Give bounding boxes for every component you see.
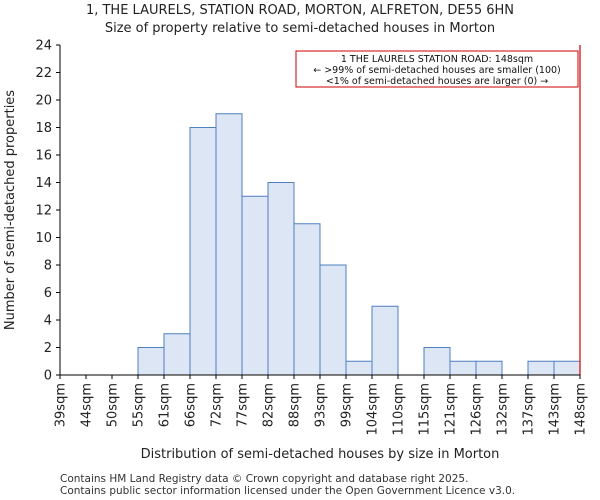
y-tick-label-14: 14 bbox=[35, 176, 52, 191]
y-tick-label-8: 8 bbox=[44, 259, 52, 274]
x-tick-label-66sqm: 66sqm bbox=[184, 383, 199, 427]
annotation-line1: 1 THE LAURELS STATION ROAD: 148sqm bbox=[341, 54, 533, 65]
chart-title: 1, THE LAURELS, STATION ROAD, MORTON, AL… bbox=[85, 3, 515, 18]
y-tick-label-24: 24 bbox=[35, 39, 52, 54]
footer-licence: Contains public sector information licen… bbox=[60, 485, 516, 497]
x-tick-label-132sqm: 132sqm bbox=[496, 383, 511, 436]
annotation-line3: <1% of semi-detached houses are larger (… bbox=[326, 76, 548, 87]
bar-88sqm bbox=[293, 223, 321, 376]
y-tick-label-18: 18 bbox=[35, 121, 52, 136]
bar-126sqm bbox=[475, 360, 503, 376]
x-tick-label-55sqm: 55sqm bbox=[132, 383, 147, 427]
y-tick-label-6: 6 bbox=[44, 286, 52, 301]
y-tick-label-22: 22 bbox=[35, 66, 52, 81]
x-tick-label-50sqm: 50sqm bbox=[106, 383, 121, 427]
x-axis-title: Distribution of semi-detached houses by … bbox=[141, 447, 500, 462]
y-tick-label-12: 12 bbox=[35, 204, 52, 219]
x-tick-label-82sqm: 82sqm bbox=[262, 383, 277, 427]
annotation-line2: ← >99% of semi-detached houses are small… bbox=[313, 65, 561, 76]
bar-104sqm bbox=[371, 305, 399, 376]
x-tick-label-77sqm: 77sqm bbox=[236, 383, 251, 427]
x-tick-label-143sqm: 143sqm bbox=[548, 383, 563, 436]
bar-72sqm bbox=[215, 113, 243, 376]
annotation-box bbox=[295, 50, 579, 88]
x-tick-label-137sqm: 137sqm bbox=[522, 383, 537, 436]
y-tick-label-16: 16 bbox=[35, 149, 52, 164]
y-tick-label-2: 2 bbox=[44, 341, 52, 356]
y-tick-label-4: 4 bbox=[44, 314, 52, 329]
x-tick-label-110sqm: 110sqm bbox=[392, 383, 407, 436]
y-axis-title: Number of semi-detached properties bbox=[3, 90, 18, 330]
x-tick-label-72sqm: 72sqm bbox=[210, 383, 225, 427]
bar-55sqm bbox=[137, 347, 165, 376]
x-tick-label-104sqm: 104sqm bbox=[366, 383, 381, 436]
y-tick-label-10: 10 bbox=[35, 231, 52, 246]
bar-137sqm bbox=[527, 360, 555, 376]
bar-99sqm bbox=[345, 360, 373, 376]
bar-115sqm bbox=[423, 347, 451, 376]
x-tick-label-44sqm: 44sqm bbox=[80, 383, 95, 427]
bar-61sqm bbox=[163, 333, 191, 376]
x-tick-label-115sqm: 115sqm bbox=[418, 383, 433, 436]
bar-143sqm bbox=[553, 360, 581, 376]
x-tick-label-61sqm: 61sqm bbox=[158, 383, 173, 427]
x-tick-label-99sqm: 99sqm bbox=[340, 383, 355, 427]
bar-121sqm bbox=[449, 360, 477, 376]
bar-93sqm bbox=[319, 264, 347, 376]
chart-subtitle: Size of property relative to semi-detach… bbox=[104, 21, 496, 36]
x-tick-label-88sqm: 88sqm bbox=[288, 383, 303, 427]
bar-66sqm bbox=[189, 127, 217, 376]
x-tick-label-93sqm: 93sqm bbox=[314, 383, 329, 427]
bar-77sqm bbox=[241, 195, 269, 376]
footer-copyright: Contains HM Land Registry data © Crown c… bbox=[60, 473, 469, 485]
bar-82sqm bbox=[267, 182, 295, 376]
x-tick-label-39sqm: 39sqm bbox=[54, 383, 69, 427]
x-tick-label-148sqm: 148sqm bbox=[574, 383, 589, 436]
x-tick-label-121sqm: 121sqm bbox=[444, 383, 459, 436]
y-tick-label-0: 0 bbox=[44, 369, 52, 384]
y-tick-label-20: 20 bbox=[35, 94, 52, 109]
x-tick-label-126sqm: 126sqm bbox=[470, 383, 485, 436]
